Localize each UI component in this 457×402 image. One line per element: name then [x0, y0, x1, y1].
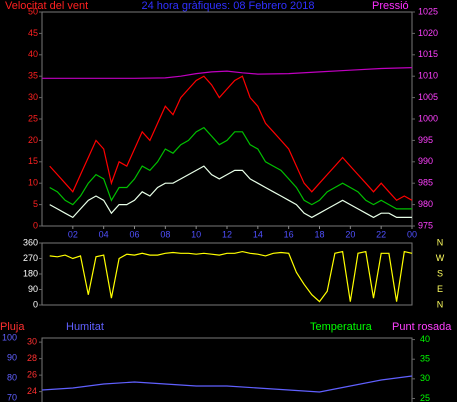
plot-frame — [41, 337, 413, 402]
wind-line — [49, 165, 412, 219]
tick-label: 270 — [23, 253, 38, 263]
legend-label: Pluja — [0, 321, 25, 333]
tick-label: 35 — [28, 71, 38, 81]
tick-label: 80 — [7, 372, 17, 382]
tick-label: E — [437, 284, 443, 294]
tick-label: 30 — [28, 92, 38, 102]
tick-label: 45 — [28, 28, 38, 38]
tick-label: 0 — [33, 220, 38, 230]
tick-label: 985 — [418, 178, 433, 188]
wind-line — [49, 75, 413, 202]
tick-label: 1020 — [418, 28, 438, 38]
y2-axis-label: Pressió — [372, 0, 409, 12]
x-tick-label: 02 — [68, 229, 78, 239]
direction-line — [49, 250, 413, 303]
legend-label: Humitat — [66, 321, 104, 333]
humidity-line — [41, 375, 413, 393]
tick-label: 1005 — [418, 92, 438, 102]
tick-label: 26 — [27, 370, 37, 380]
tick-label: 980 — [418, 199, 433, 209]
tick-label: 1000 — [418, 113, 438, 123]
tick-label: 10 — [28, 178, 38, 188]
wind-line — [49, 126, 412, 210]
legend-label: Punt rosada — [392, 321, 452, 333]
tick-label: 360 — [23, 237, 38, 247]
tick-label: 24 — [27, 386, 37, 396]
tick-label: 25 — [420, 393, 430, 402]
tick-label: 15 — [28, 156, 38, 166]
tick-label: 20 — [28, 135, 38, 145]
chart-title: 24 hora gràfiques: 08 Febrero 2018 — [141, 0, 314, 12]
tick-label: 50 — [28, 6, 38, 16]
tick-label: 1010 — [418, 71, 438, 81]
tick-label: 35 — [420, 354, 430, 364]
x-tick-label: 20 — [345, 229, 355, 239]
tick-label: 28 — [27, 353, 37, 363]
x-tick-label: 18 — [314, 229, 324, 239]
x-tick-label: 00 — [407, 229, 417, 239]
legend-label: Temperatura — [310, 321, 373, 333]
tick-label: 30 — [420, 373, 430, 383]
tick-label: 975 — [418, 220, 433, 230]
tick-label: 1025 — [418, 6, 438, 16]
tick-label: 990 — [418, 156, 433, 166]
x-tick-label: 14 — [253, 229, 263, 239]
x-tick-label: 04 — [99, 229, 109, 239]
tick-label: 100 — [2, 332, 17, 342]
tick-label: 30 — [27, 337, 37, 347]
tick-label: 995 — [418, 135, 433, 145]
tick-label: S — [437, 268, 443, 278]
tick-label: 5 — [33, 199, 38, 209]
tick-label: 1015 — [418, 49, 438, 59]
x-tick-label: 16 — [284, 229, 294, 239]
tick-label: 70 — [7, 392, 17, 402]
tick-label: 0 — [33, 299, 38, 309]
x-tick-label: 08 — [160, 229, 170, 239]
x-tick-label: 22 — [376, 229, 386, 239]
y-axis-label: Velocitat del vent — [5, 0, 88, 12]
tick-label: 40 — [420, 334, 430, 344]
tick-label: 90 — [7, 352, 17, 362]
tick-label: W — [436, 253, 445, 263]
x-tick-label: 06 — [129, 229, 139, 239]
tick-label: 180 — [23, 268, 38, 278]
tick-label: 90 — [28, 284, 38, 294]
x-tick-label: 12 — [222, 229, 232, 239]
tick-label: 40 — [28, 49, 38, 59]
x-tick-label: 10 — [191, 229, 201, 239]
tick-label: N — [437, 237, 444, 247]
pressure-line — [42, 67, 413, 79]
tick-label: 25 — [28, 113, 38, 123]
tick-label: N — [437, 299, 444, 309]
